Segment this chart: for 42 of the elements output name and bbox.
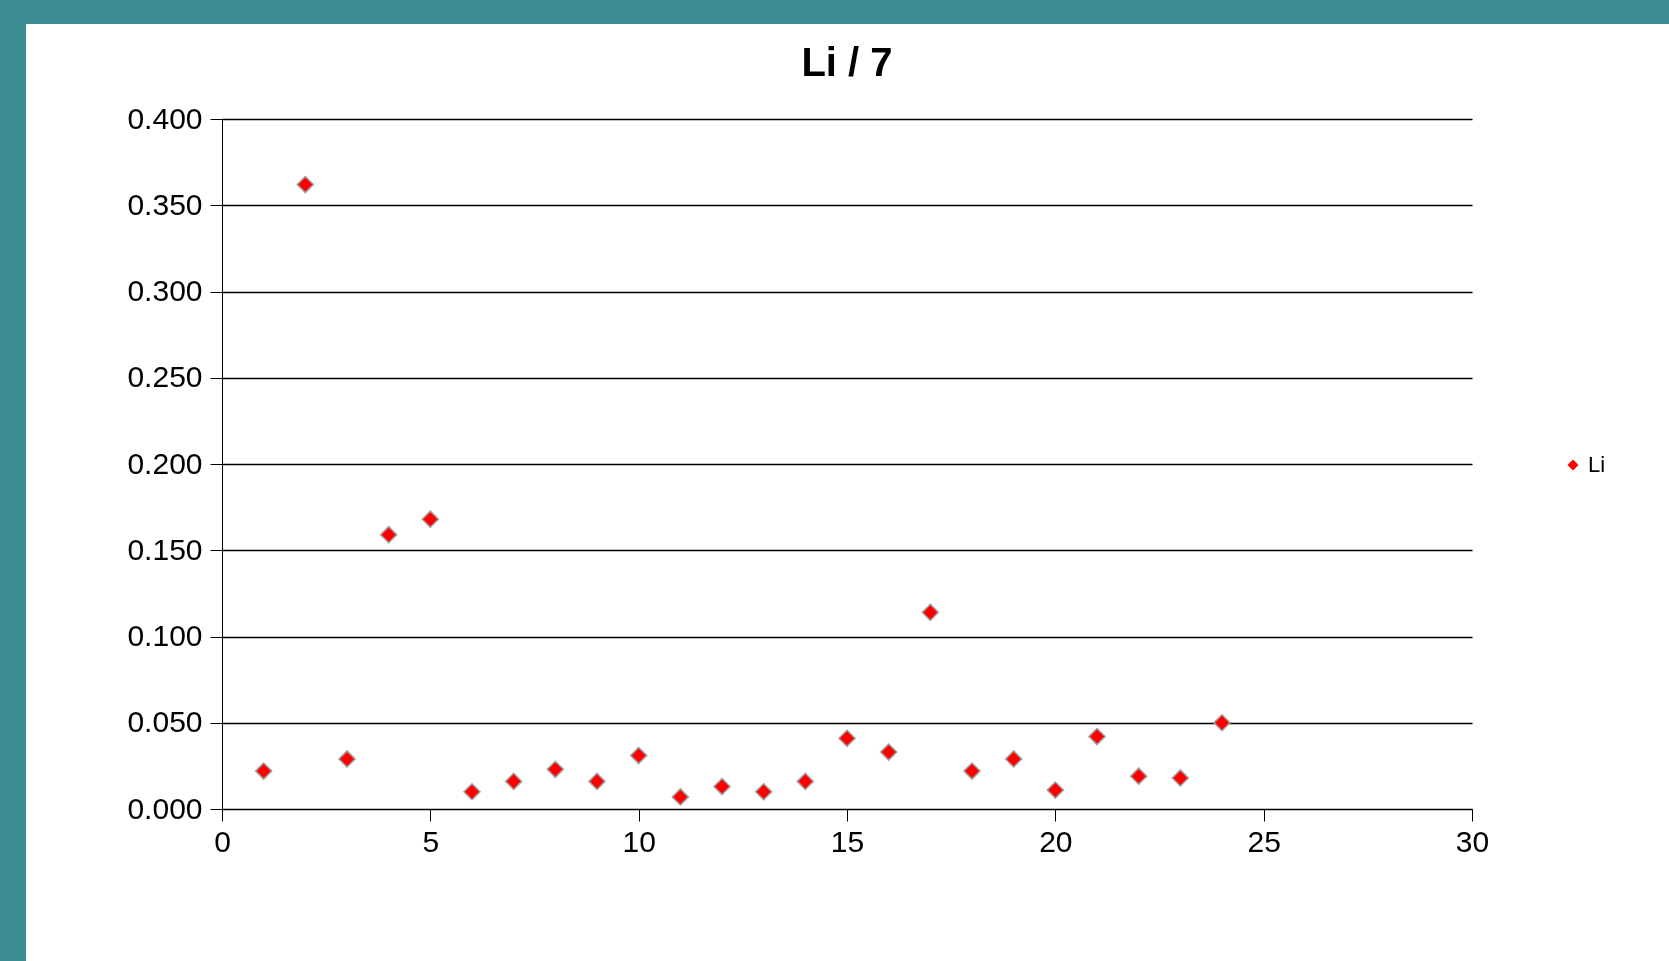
y-tick-label: 0.000	[127, 791, 203, 825]
point	[1171, 769, 1190, 787]
point	[713, 777, 731, 796]
x-tick-label: 5	[422, 824, 440, 858]
point	[338, 750, 356, 768]
x-tick-label: 15	[830, 824, 865, 858]
y-tick-label: 0.050	[127, 705, 203, 739]
point	[796, 772, 815, 791]
point	[879, 743, 898, 761]
chart-title: Li / 7	[801, 40, 893, 84]
point	[1213, 713, 1231, 732]
point	[838, 729, 856, 748]
point	[754, 782, 773, 801]
point	[379, 525, 398, 544]
y-tick-label: 0.250	[127, 360, 203, 394]
point	[546, 760, 565, 779]
point	[1129, 767, 1148, 786]
point	[921, 603, 940, 622]
y-tick-label: 0.100	[127, 619, 203, 652]
point	[463, 782, 481, 801]
point	[296, 175, 315, 194]
point	[1046, 781, 1065, 799]
y-tick-label: 0.300	[127, 274, 203, 307]
x-tick-label: 25	[1247, 824, 1281, 858]
point	[421, 510, 440, 529]
x-tick-label: 30	[1455, 824, 1490, 858]
point	[504, 772, 523, 791]
point	[1088, 727, 1106, 746]
point	[629, 746, 648, 765]
y-tick-label: 0.350	[127, 187, 203, 221]
legend-label: Li	[1588, 452, 1606, 477]
y-tick-label: 0.150	[127, 532, 203, 566]
x-tick-label: 10	[622, 824, 656, 858]
y-tick-label: 0.200	[127, 446, 203, 480]
x-tick-label: 20	[1039, 824, 1073, 858]
x-tick-label: 0	[214, 824, 231, 858]
point	[588, 772, 606, 791]
point	[671, 788, 690, 806]
y-tick-label: 0.400	[127, 101, 203, 135]
point	[1004, 750, 1023, 768]
point	[963, 762, 981, 780]
point	[254, 762, 273, 780]
